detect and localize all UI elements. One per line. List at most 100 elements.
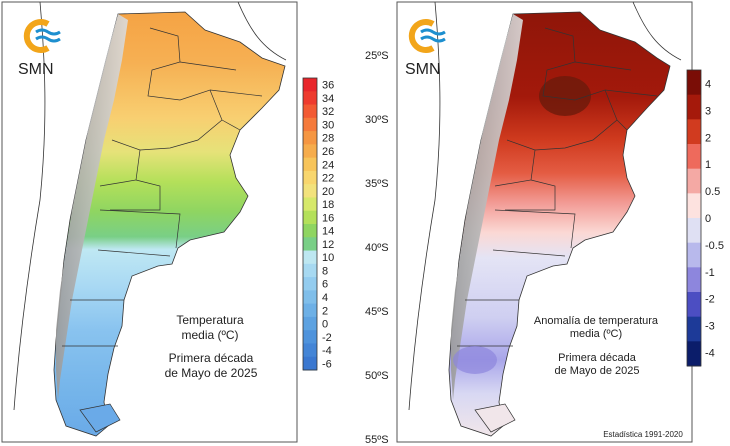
anomaly-map: SMN 4 3 2 1 0.5 0 -0.5 -1 -2 -3 -4: [396, 1, 724, 443]
colorbar-tick-label: 36: [322, 80, 334, 92]
colorbar-tick-label: -6: [322, 358, 332, 370]
colorbar-swatch: [687, 218, 701, 244]
max-anomaly-area: [539, 76, 591, 116]
colorbar-swatch: [687, 144, 701, 170]
argentina-temperature-field: [53, 11, 286, 437]
colorbar-tick-label: -2: [705, 294, 715, 306]
colorbar-tick-label: 1: [705, 159, 711, 171]
left-title-line2: media (ºC): [181, 328, 239, 342]
colorbar-tick-label: 20: [322, 186, 334, 198]
temperature-map: SMN 363432302826242220181614121086420-2-…: [1, 1, 334, 443]
colorbar-swatch: [687, 119, 701, 145]
colorbar-swatch: [303, 144, 317, 159]
colorbar-swatch: [303, 91, 317, 106]
colorbar-tick-label: 16: [322, 212, 334, 224]
latitude-label: 55ºS: [365, 434, 389, 446]
colorbar-tick-label: 0.5: [705, 186, 720, 198]
andes-relief: [451, 14, 523, 400]
colorbar-tick-label: -1: [705, 267, 715, 279]
colorbar-swatch: [303, 263, 317, 278]
colorbar-tick-label: 18: [322, 199, 334, 211]
logo-text: SMN: [405, 61, 441, 78]
colorbar-swatch: [303, 170, 317, 185]
colorbar-swatch: [687, 70, 701, 96]
colorbar-swatch: [303, 250, 317, 265]
colorbar-swatch: [687, 94, 701, 120]
colorbar-frame: [302, 77, 318, 371]
right-map-title: Anomalía de temperatura media (ºC): [531, 315, 661, 341]
province-borders: [62, 27, 263, 347]
colorbar-swatch: [303, 131, 317, 145]
colorbar-tick-label: 10: [322, 252, 334, 264]
colorbar-tick-label: 28: [322, 133, 334, 145]
colorbar-swatch: [687, 316, 701, 342]
left-period-line2: de Mayo de 2025: [164, 366, 258, 380]
colorbar-swatch: [303, 184, 317, 198]
statistics-footer: Estadística 1991-2020: [603, 430, 683, 439]
smn-logo: SMN: [18, 19, 61, 78]
left-title-line1: Temperatura: [176, 313, 244, 327]
colorbar-swatch: [687, 341, 701, 367]
latitude-label: 40ºS: [365, 242, 389, 254]
right-period-line1: Primera década: [558, 352, 636, 364]
colorbar-tick-label: 22: [322, 173, 334, 185]
colorbar-swatch: [303, 197, 317, 212]
colorbar-tick-label: -3: [705, 321, 715, 333]
colorbar-swatch: [303, 237, 317, 252]
right-map-period: Primera década de Mayo de 2025: [535, 352, 659, 378]
country-borders: [408, 1, 682, 411]
tierra-del-fuego: [79, 403, 121, 433]
smn-logo: SMN: [405, 19, 446, 78]
colorbar-swatch: [303, 290, 317, 305]
colorbar-swatch: [687, 193, 701, 219]
right-title-line1: Anomalía de temperatura: [533, 315, 659, 327]
colorbar-tick-label: 8: [322, 265, 328, 277]
colorbar-tick-label: -2: [322, 332, 332, 344]
colorbar-tick-label: 0: [322, 319, 328, 331]
colorbar-tick-label: -4: [322, 345, 332, 357]
colorbar-swatch: [303, 104, 317, 119]
left-map-period: Primera década de Mayo de 2025: [148, 351, 274, 381]
colorbar-swatch: [303, 78, 317, 92]
cold-anomaly-area: [453, 346, 497, 374]
latitude-label: 25ºS: [365, 50, 389, 62]
colorbar-tick-label: -4: [705, 348, 715, 360]
colorbar-tick-label: 32: [322, 106, 334, 118]
latitude-label: 35ºS: [365, 178, 389, 190]
colorbar-swatch: [687, 292, 701, 318]
colorbar-frame: [686, 69, 702, 367]
colorbar-tick-label: 26: [322, 146, 334, 158]
colorbar-swatch: [687, 242, 701, 268]
colorbar-tick-label: 12: [322, 239, 334, 251]
colorbar-tick-label: 3: [705, 105, 711, 117]
colorbar-swatch: [303, 330, 317, 344]
logo-text: SMN: [18, 61, 54, 78]
colorbar-tick-label: -0.5: [705, 240, 724, 252]
anomaly-map-panel: SMN 4 3 2 1 0.5 0 -0.5 -1 -2 -3 -4 Anomalía de tem…: [365, 0, 730, 446]
left-period-line1: Primera década: [168, 351, 254, 365]
country-borders: [13, 1, 287, 411]
colorbar-tick-label: 0: [705, 213, 711, 225]
left-map-title: Temperatura media (ºC): [150, 313, 270, 343]
colorbar-tick-label: 2: [322, 305, 328, 317]
colorbar-tick-label: 30: [322, 119, 334, 131]
temperature-map-panel: SMN 36 34 32 30 28 26 24 22 20 18 16 14 12 10 8 6 4 2 0 -2-…: [0, 0, 365, 445]
tierra-del-fuego: [474, 403, 516, 433]
anomaly-colorbar: 4 3 2 1 0.5 0 -0.5 -1 -2 -3 -4: [686, 69, 724, 367]
colorbar-tick-label: 4: [705, 78, 711, 90]
latitude-label: 50ºS: [365, 370, 389, 382]
colorbar-swatch: [303, 157, 317, 172]
colorbar-swatch: [687, 267, 701, 293]
colorbar-swatch: [303, 277, 317, 291]
colorbar-swatch: [303, 343, 317, 358]
colorbar-tick-label: 14: [322, 226, 334, 238]
colorbar-swatch: [303, 316, 317, 331]
colorbar-tick-label: 4: [322, 292, 328, 304]
colorbar-tick-label: 6: [322, 279, 328, 291]
colorbar-tick-label: 34: [322, 93, 334, 105]
colorbar-swatch: [303, 224, 317, 238]
colorbar-swatch: [303, 117, 317, 132]
right-period-line2: de Mayo de 2025: [554, 365, 640, 377]
colorbar-swatch: [303, 303, 317, 318]
